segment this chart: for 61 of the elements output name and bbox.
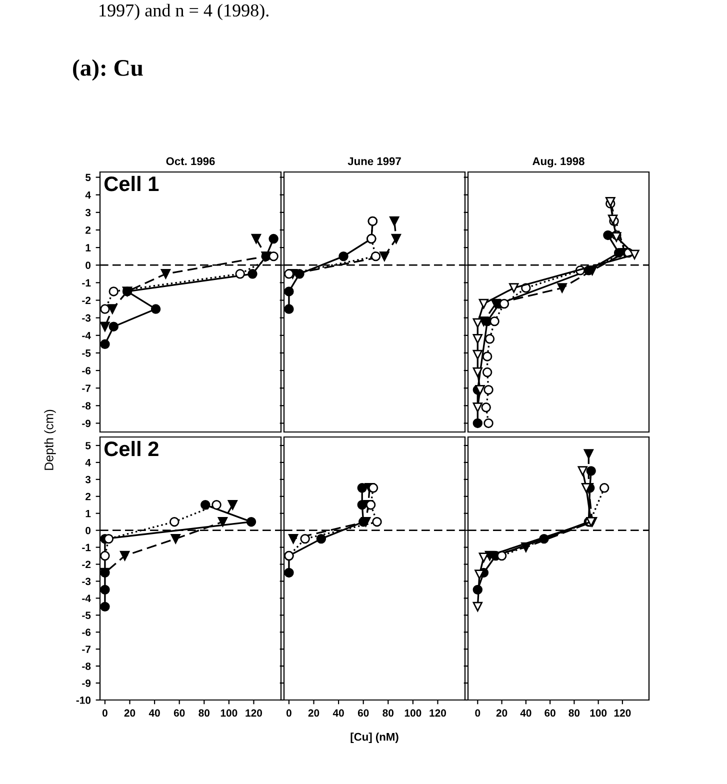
y-tick-label: -2 [82, 296, 91, 304]
y-tick-label: -6 [82, 367, 91, 374]
x-tick-label: 120 [430, 709, 446, 717]
y-tick-label: 4 [85, 191, 91, 199]
y-tick-label: 3 [85, 208, 91, 216]
y-tick-label: -1 [82, 279, 91, 286]
y-tick-label: -4 [82, 332, 91, 340]
y-tick-label: 0 [86, 262, 91, 269]
y-tick-label: -9 [82, 420, 91, 428]
x-tick-label: 20 [496, 709, 508, 717]
x-tick-label: 80 [568, 709, 580, 717]
x-tick-label: 20 [308, 709, 320, 717]
text: 1997) and n = 4 (1998). [100, 4, 268, 20]
y-tick-label: 2 [86, 492, 91, 500]
y-tick-label: 4 [85, 459, 91, 466]
x-tick-label: 80 [382, 709, 394, 717]
y-tick-label: -6 [82, 628, 91, 636]
y-tick-label: -8 [82, 402, 91, 410]
y-tick-label: -3 [82, 578, 91, 586]
y-tick-label: 1 [86, 244, 91, 252]
y-tick-label: -10 [76, 696, 91, 704]
chart-title: June 1997 [348, 157, 401, 166]
x-tick-label: 100 [404, 709, 422, 717]
x-tick-label: 40 [332, 709, 344, 717]
x-tick-label: 80 [198, 709, 210, 717]
x-tick-label: 0 [286, 709, 292, 717]
x-tick-label: 120 [614, 709, 631, 717]
x-tick-label: 60 [544, 709, 556, 717]
y-tick-label: -9 [82, 680, 91, 687]
x-tick-label: 60 [174, 709, 185, 717]
y-tick-label: -5 [82, 350, 91, 357]
y-tick-label: -8 [82, 662, 91, 670]
x-tick-label: 0 [102, 709, 108, 717]
x-axis-title: [Cu] (nM) [350, 732, 398, 743]
y-tick-label: 5 [86, 442, 91, 450]
y-tick-label: 0 [86, 526, 91, 534]
text: (a): Cu [73, 59, 143, 81]
y-tick-label: -2 [82, 560, 91, 568]
annotation: Cell 1 [104, 176, 159, 192]
x-tick-label: 40 [520, 709, 532, 717]
x-tick-label: 100 [220, 709, 238, 717]
x-tick-label: 0 [475, 709, 480, 717]
y-tick-label: 3 [85, 476, 91, 484]
y-tick-label: 1 [86, 510, 91, 518]
y-tick-label: -5 [82, 612, 91, 620]
y-tick-label: -7 [82, 384, 91, 392]
y-tick-label: -7 [82, 646, 91, 653]
y-axis-title: Depth (cm) [44, 410, 56, 470]
y-tick-label: -1 [82, 544, 91, 552]
chart-title: Oct. 1996 [166, 157, 215, 166]
y-tick-label: -3 [82, 314, 91, 322]
x-tick-label: 20 [124, 709, 136, 717]
x-tick-label: 100 [590, 709, 607, 717]
x-tick-label: 120 [246, 709, 262, 717]
y-tick-label: 5 [86, 174, 91, 182]
annotation: Cell 2 [104, 440, 158, 456]
chart-title: Aug. 1998 [532, 157, 584, 168]
x-tick-label: 60 [358, 709, 369, 717]
y-tick-label: -4 [82, 594, 91, 602]
x-tick-label: 40 [148, 709, 160, 717]
y-tick-label: 2 [86, 226, 91, 234]
